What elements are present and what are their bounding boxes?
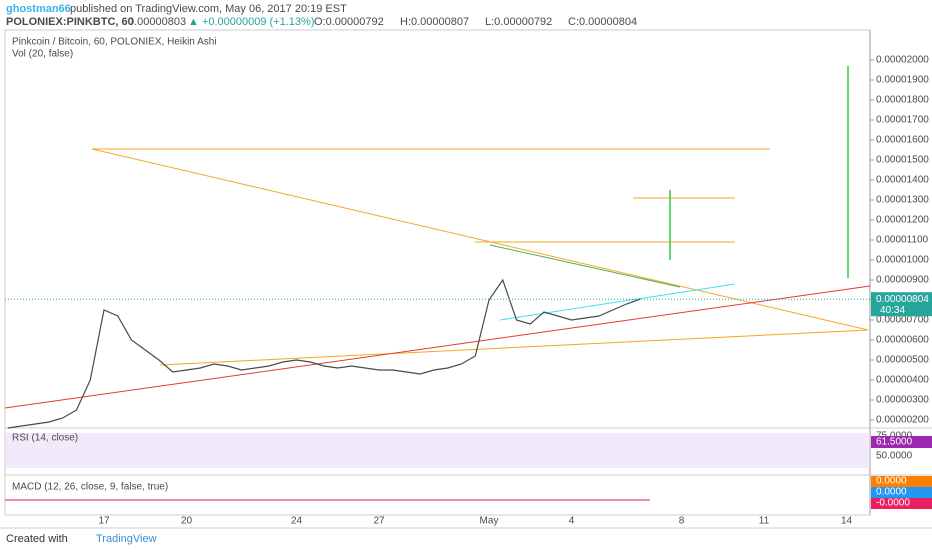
y-tick-label: 0.00000200 <box>876 415 929 426</box>
macd-label: 0.0000 <box>876 476 907 487</box>
trendline <box>499 283 736 321</box>
y-tick-label: 0.00000600 <box>876 335 929 346</box>
macd-title: MACD (12, 26, close, 9, false, true) <box>12 482 168 493</box>
y-tick-label: 0.00001600 <box>876 135 929 146</box>
rsi-band <box>5 433 870 468</box>
last: 0.00000803 <box>128 16 186 28</box>
x-tick-label: May <box>480 516 499 527</box>
countdown: 40:34 <box>880 305 905 316</box>
macd-label: -0.0000 <box>876 498 910 509</box>
trendline <box>159 329 869 366</box>
y-tick-label: 0.00000700 <box>876 315 929 326</box>
x-tick-label: 27 <box>373 516 385 527</box>
x-tick-label: 8 <box>679 516 685 527</box>
y-tick-label: 0.00001800 <box>876 95 929 106</box>
change: ▲ +0.00000009 (+1.13%) <box>188 16 314 28</box>
footer-brand[interactable]: TradingView <box>96 533 157 545</box>
y-tick-label: 0.00000500 <box>876 355 929 366</box>
trendline <box>4 285 871 409</box>
macd-box <box>871 476 932 487</box>
y-tick-label: 0.00001500 <box>876 155 929 166</box>
macd-label: 0.0000 <box>876 487 907 498</box>
y-tick-label: 0.00001700 <box>876 115 929 126</box>
y-tick-label: 0.00001100 <box>876 235 929 246</box>
y-tick-label: 0.00001000 <box>876 255 929 266</box>
y-tick-label: 0.00000400 <box>876 375 929 386</box>
y-tick-label: 0.00001400 <box>876 175 929 186</box>
x-tick-label: 17 <box>98 516 110 527</box>
y-tick-label: 0.00001300 <box>876 195 929 206</box>
last-price-label: 0.00000804 <box>876 294 929 305</box>
price-line <box>7 278 641 429</box>
rsi-current: 61.5000 <box>876 437 913 448</box>
y-tick-label: 0.00002000 <box>876 55 929 66</box>
y-tick-label: 0.00000900 <box>876 275 929 286</box>
high: H:0.00000807 <box>400 16 469 28</box>
trendline <box>489 244 681 288</box>
macd-box <box>871 487 932 498</box>
author[interactable]: ghostman66 <box>6 3 71 15</box>
low: L:0.00000792 <box>485 16 552 28</box>
x-tick-label: 20 <box>181 516 193 527</box>
macd-box <box>871 498 932 509</box>
y-tick-label: 0.00001900 <box>876 75 929 86</box>
last-price-box <box>871 292 932 317</box>
x-tick-label: 24 <box>291 516 303 527</box>
rsi-middle: 50.0000 <box>876 451 913 462</box>
footer-created: Created with <box>6 533 68 545</box>
rsi-title: RSI (14, close) <box>12 433 78 444</box>
y-tick-label: 0.00000300 <box>876 395 929 406</box>
open: O:0.00000792 <box>314 16 384 28</box>
volume-label: Vol (20, false) <box>12 49 73 60</box>
x-tick-label: 14 <box>841 516 853 527</box>
published: published on TradingView.com, May 06, 20… <box>70 3 347 15</box>
y-tick-label: 0.00001200 <box>876 215 929 226</box>
rsi-current-box <box>871 436 932 448</box>
trendline <box>91 148 869 331</box>
x-tick-label: 4 <box>569 516 575 527</box>
chart-title: Pinkcoin / Bitcoin, 60, POLONIEX, Heikin… <box>12 37 217 48</box>
close: C:0.00000804 <box>568 16 637 28</box>
x-tick-label: 11 <box>759 516 770 527</box>
symbol: POLONIEX:PINKBTC, 60 <box>6 16 134 28</box>
